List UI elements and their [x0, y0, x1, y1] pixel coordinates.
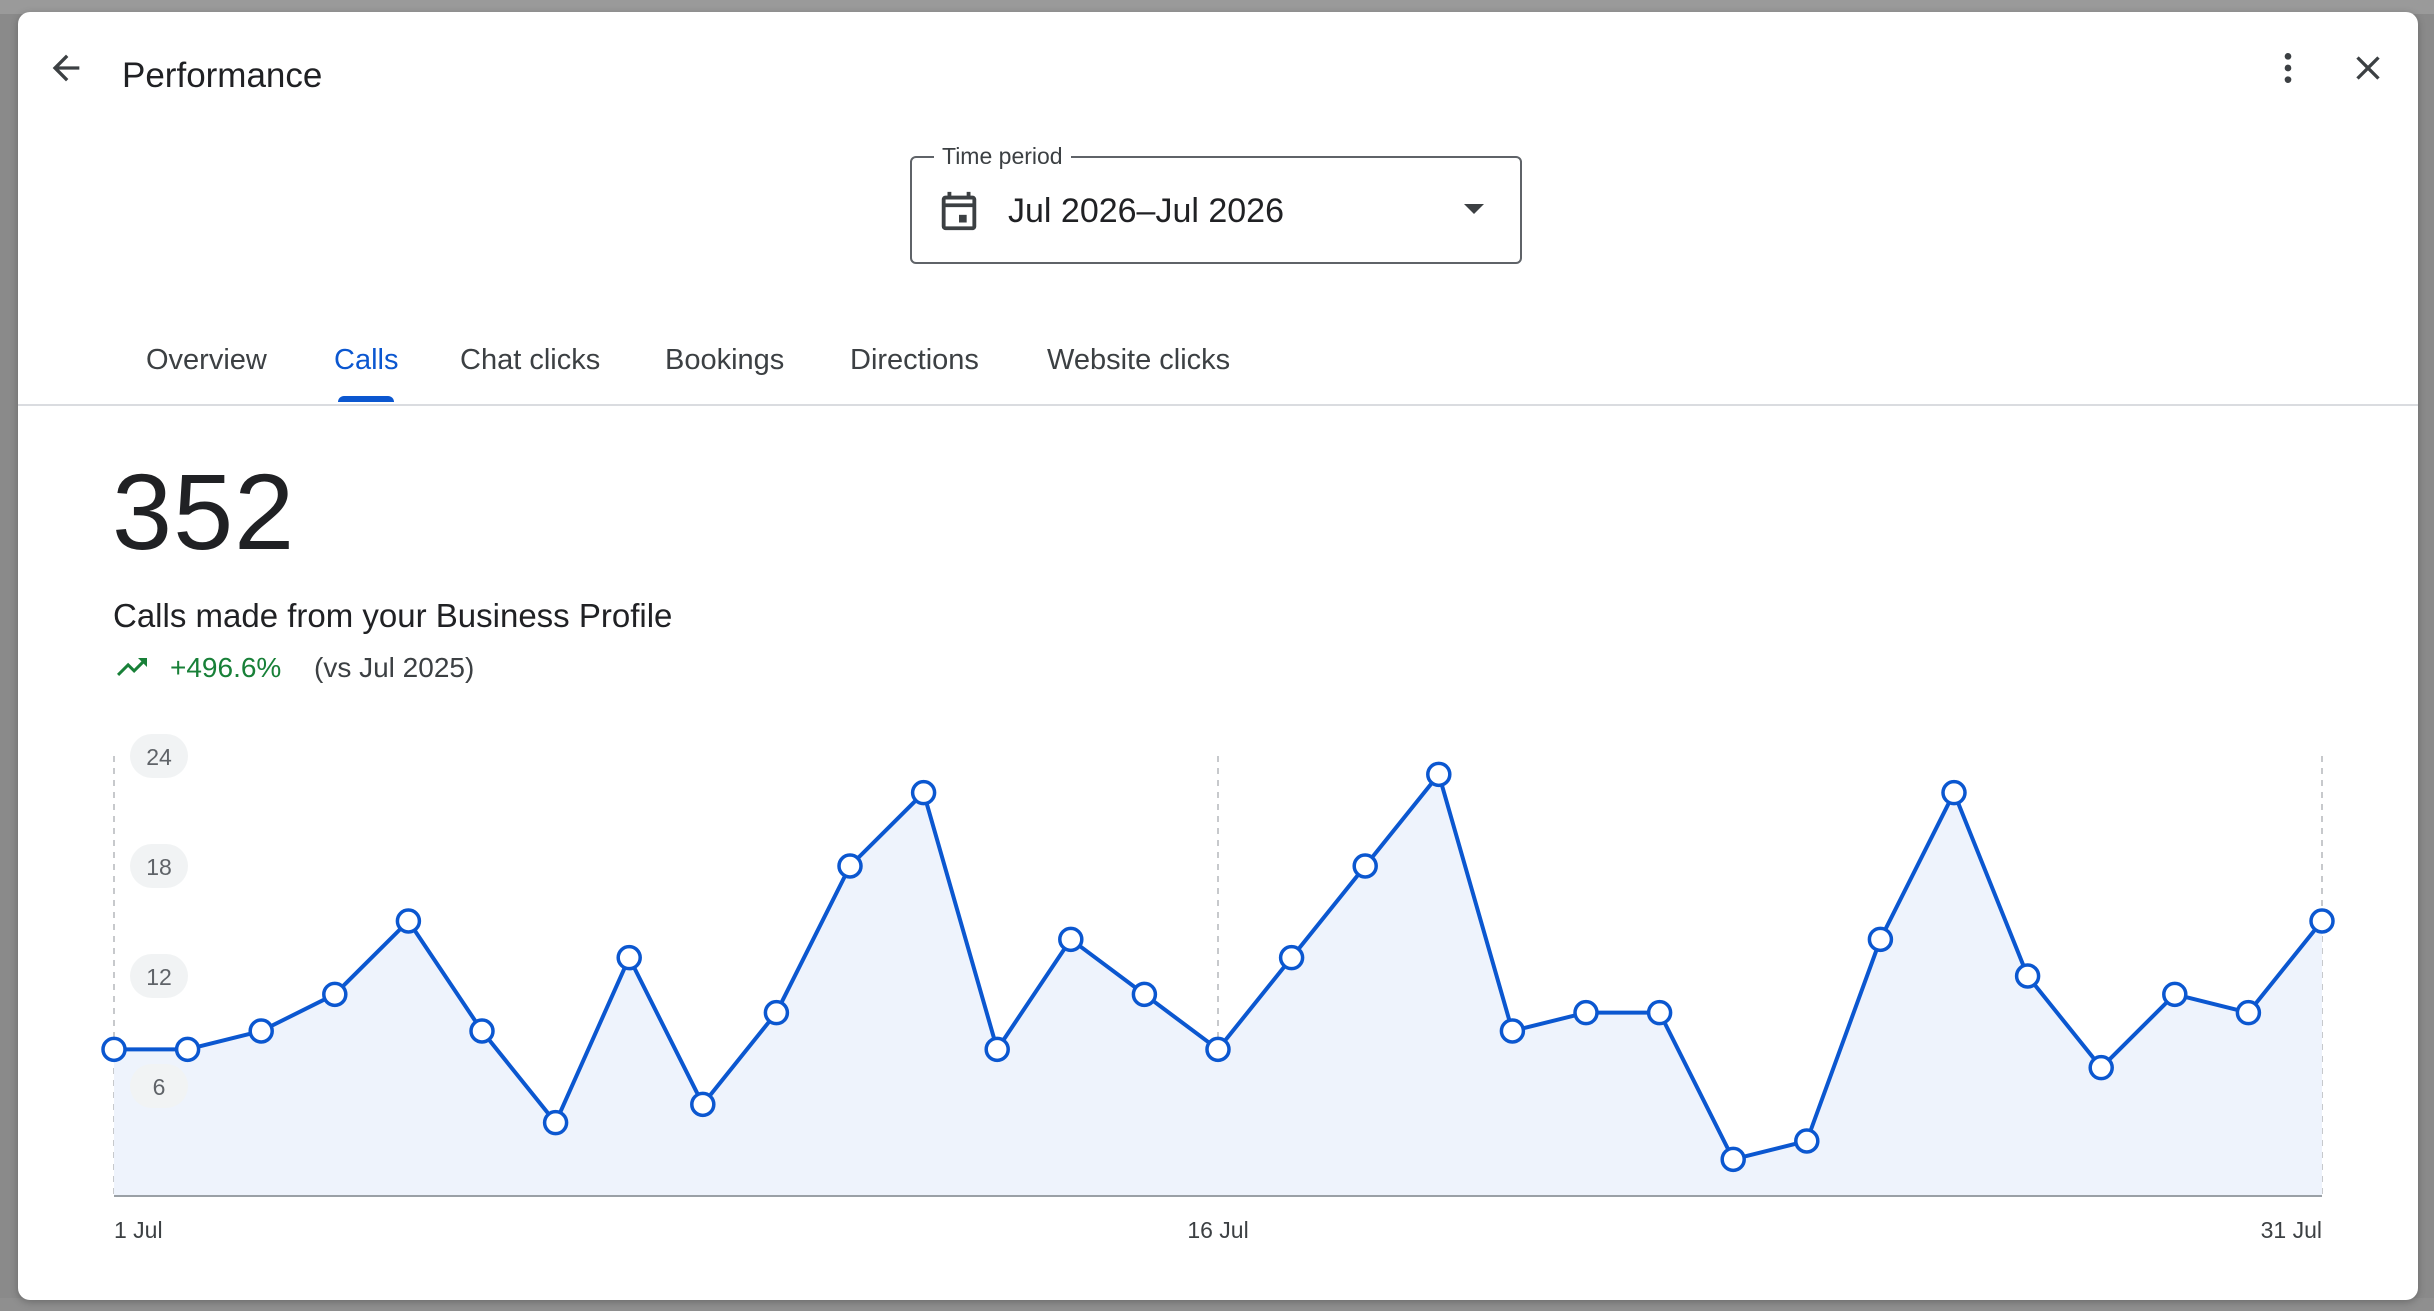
data-point — [395, 908, 422, 934]
data-point — [763, 999, 790, 1026]
data-point — [1205, 1036, 1231, 1063]
tab-calls[interactable]: Calls — [334, 344, 399, 376]
x-tick-label: 1 Jul — [114, 1217, 163, 1243]
y-tick-label: 24 — [146, 744, 172, 770]
dialog-title: Performance — [122, 56, 323, 95]
data-point — [2162, 981, 2188, 1008]
close-button[interactable] — [2336, 36, 2400, 100]
arrow-back-icon — [52, 54, 80, 82]
time-period-label: Time period — [934, 142, 1071, 170]
y-tick-label: 6 — [153, 1074, 166, 1100]
dialog-header: Performance — [18, 12, 2418, 122]
data-point — [248, 1018, 274, 1044]
data-point — [469, 1018, 495, 1044]
data-point — [690, 1091, 716, 1118]
background-page — [0, 0, 2434, 14]
y-tick-label: 12 — [146, 964, 172, 990]
data-point — [1794, 1128, 1820, 1154]
metric-description: Calls made from your Business Profile — [113, 597, 673, 634]
trend-change: +496.6% — [170, 652, 282, 683]
time-period-value: Jul 2026–Jul 2026 — [1008, 192, 1285, 230]
y-tick-pill — [130, 844, 188, 888]
arrow-drop-down-icon — [1462, 202, 1486, 221]
tab-bar: Overview Calls Chat clicks Bookings Dire… — [18, 312, 2418, 406]
time-period-select[interactable]: Time period Jul 2026–Jul 2026 — [910, 142, 1522, 264]
data-point — [1278, 944, 1305, 971]
data-point — [1499, 1018, 1526, 1044]
tab-directions[interactable]: Directions — [850, 344, 979, 376]
active-tab-indicator — [338, 396, 394, 402]
data-point — [2088, 1054, 2114, 1081]
data-point — [910, 779, 937, 806]
background-page-bottom — [0, 1298, 2434, 1311]
calls-chart: 6 12 18 24 1 Jul 16 Jul 31 Jul — [101, 734, 2335, 1243]
more-vert-icon — [2284, 53, 2292, 83]
data-point — [837, 853, 863, 879]
trend-comparison: (vs Jul 2025) — [314, 652, 475, 683]
y-tick-pill — [130, 1064, 188, 1108]
tab-bookings[interactable]: Bookings — [665, 344, 785, 376]
data-point — [322, 981, 348, 1008]
trending-up-icon — [114, 652, 150, 687]
calendar-icon — [936, 188, 982, 239]
data-point — [2235, 999, 2262, 1026]
close-icon — [2356, 56, 2380, 80]
performance-dialog: Performance Time period Jul 2026–Jul 202… — [18, 12, 2418, 1300]
y-tick-pill — [130, 734, 188, 778]
tab-website-clicks[interactable]: Website clicks — [1047, 344, 1231, 376]
y-tick-pill — [130, 954, 188, 998]
data-point — [1573, 999, 1599, 1026]
series-area — [114, 774, 2322, 1196]
data-point — [1131, 981, 1158, 1008]
data-point — [174, 1036, 201, 1063]
x-tick-label: 16 Jul — [1187, 1217, 1248, 1243]
data-point — [1941, 779, 1967, 806]
data-point — [1426, 761, 1452, 788]
more-options-button[interactable] — [2256, 36, 2320, 100]
tab-chat-clicks[interactable]: Chat clicks — [460, 344, 601, 376]
data-point — [101, 1036, 127, 1063]
tab-overview[interactable]: Overview — [146, 344, 267, 376]
data-point — [616, 944, 642, 971]
data-point — [2309, 908, 2335, 934]
y-tick-label: 18 — [146, 854, 172, 880]
data-point — [1352, 853, 1378, 879]
calls-total: 352 — [112, 451, 296, 572]
data-point — [984, 1036, 1010, 1063]
back-button[interactable] — [34, 36, 98, 100]
data-point — [1646, 999, 1673, 1026]
data-point — [1058, 926, 1084, 953]
data-point — [1867, 926, 1894, 953]
data-point — [2014, 963, 2041, 989]
x-tick-label: 31 Jul — [2261, 1217, 2322, 1243]
data-point — [542, 1109, 569, 1136]
data-point — [1720, 1146, 1746, 1173]
